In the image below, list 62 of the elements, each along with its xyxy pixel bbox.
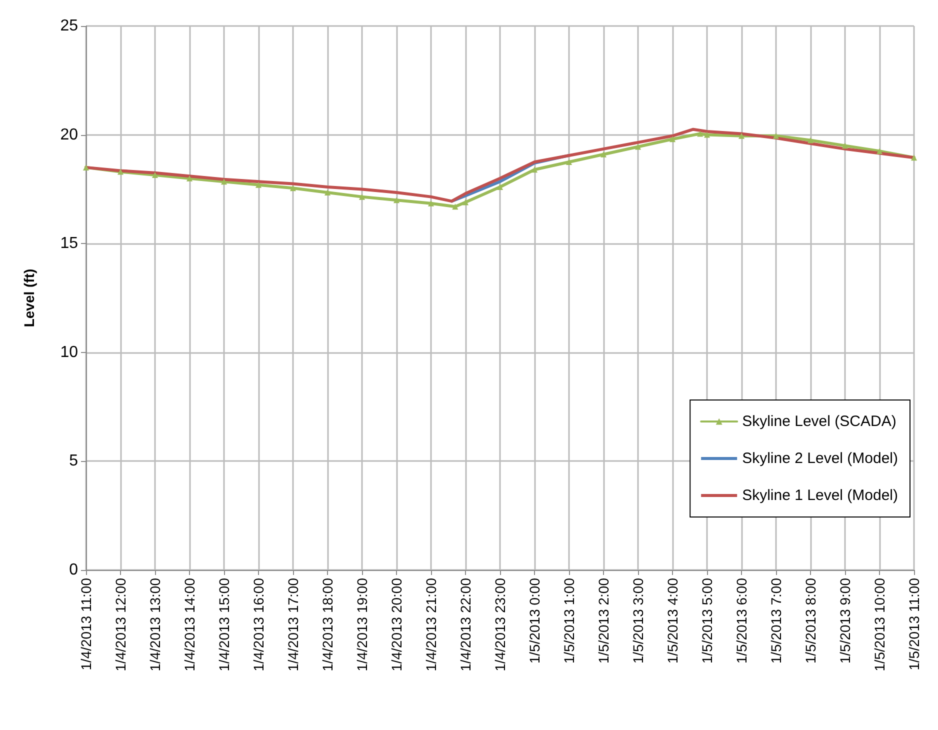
x-tick-label: 1/4/2013 13:00 bbox=[147, 578, 163, 672]
legend-label: Skyline 1 Level (Model) bbox=[742, 487, 898, 504]
point bbox=[911, 154, 917, 161]
y-tick-label: 5 bbox=[69, 452, 78, 470]
x-tick-label: 1/4/2013 22:00 bbox=[458, 578, 474, 672]
legend-label: Skyline Level (SCADA) bbox=[742, 413, 896, 430]
point bbox=[497, 184, 503, 190]
y-tick-label: 20 bbox=[60, 126, 78, 144]
x-tick-label: 1/5/2013 0:00 bbox=[526, 578, 542, 664]
point bbox=[697, 130, 704, 137]
x-tick-label: 1/4/2013 11:00 bbox=[78, 578, 94, 670]
x-tick-label: 1/5/2013 9:00 bbox=[837, 578, 853, 664]
point bbox=[359, 194, 365, 200]
point bbox=[738, 132, 744, 139]
y-tick-label: 25 bbox=[60, 18, 78, 34]
point bbox=[290, 185, 296, 192]
x-tick-label: 1/5/2013 10:00 bbox=[872, 578, 888, 672]
point bbox=[221, 178, 227, 185]
x-tick-label: 1/5/2013 1:00 bbox=[561, 578, 577, 664]
x-tick-label: 1/5/2013 8:00 bbox=[802, 578, 818, 664]
point bbox=[704, 132, 710, 138]
x-tick-label: 1/4/2013 12:00 bbox=[112, 578, 128, 672]
point bbox=[842, 142, 848, 149]
point bbox=[462, 199, 468, 206]
x-tick-label: 1/5/2013 3:00 bbox=[630, 578, 646, 664]
point bbox=[152, 172, 158, 178]
point bbox=[324, 189, 330, 196]
x-tick-label: 1/4/2013 21:00 bbox=[423, 578, 439, 672]
point bbox=[876, 148, 882, 154]
point bbox=[600, 151, 606, 158]
x-tick-label: 1/4/2013 16:00 bbox=[250, 578, 266, 672]
point bbox=[394, 197, 400, 204]
x-tick-label: 1/5/2013 6:00 bbox=[734, 578, 750, 664]
x-tick-label: 1/4/2013 19:00 bbox=[354, 578, 370, 672]
point bbox=[566, 159, 572, 165]
y-tick-label: 10 bbox=[60, 344, 78, 361]
y-tick-label: 15 bbox=[60, 235, 78, 252]
point bbox=[83, 164, 89, 170]
x-tick-label: 1/5/2013 11:00 bbox=[906, 578, 922, 670]
point bbox=[808, 137, 814, 144]
x-tick-label: 1/4/2013 15:00 bbox=[216, 578, 232, 672]
x-tick-label: 1/4/2013 20:00 bbox=[388, 578, 404, 672]
point bbox=[452, 204, 458, 210]
x-tick-label: 1/5/2013 4:00 bbox=[664, 578, 680, 664]
point bbox=[635, 144, 641, 150]
x-tick-label: 1/4/2013 14:00 bbox=[182, 578, 198, 672]
x-tick-label: 1/5/2013 2:00 bbox=[596, 578, 612, 664]
y-axis-title: Level (ft) bbox=[21, 268, 37, 328]
x-tick-label: 1/4/2013 18:00 bbox=[320, 578, 336, 672]
x-tick-label: 1/5/2013 5:00 bbox=[699, 578, 715, 664]
y-tick-label: 0 bbox=[69, 562, 78, 578]
point bbox=[428, 200, 434, 206]
x-tick-label: 1/4/2013 17:00 bbox=[285, 578, 301, 672]
point bbox=[670, 136, 676, 142]
point bbox=[186, 175, 192, 182]
point bbox=[773, 132, 779, 139]
x-tick-label: 1/4/2013 23:00 bbox=[492, 578, 508, 672]
point bbox=[256, 182, 262, 188]
point bbox=[118, 168, 124, 175]
x-tick-label: 1/5/2013 7:00 bbox=[768, 578, 784, 664]
legend-label: Skyline 2 Level (Model) bbox=[742, 450, 898, 467]
point bbox=[532, 166, 538, 173]
